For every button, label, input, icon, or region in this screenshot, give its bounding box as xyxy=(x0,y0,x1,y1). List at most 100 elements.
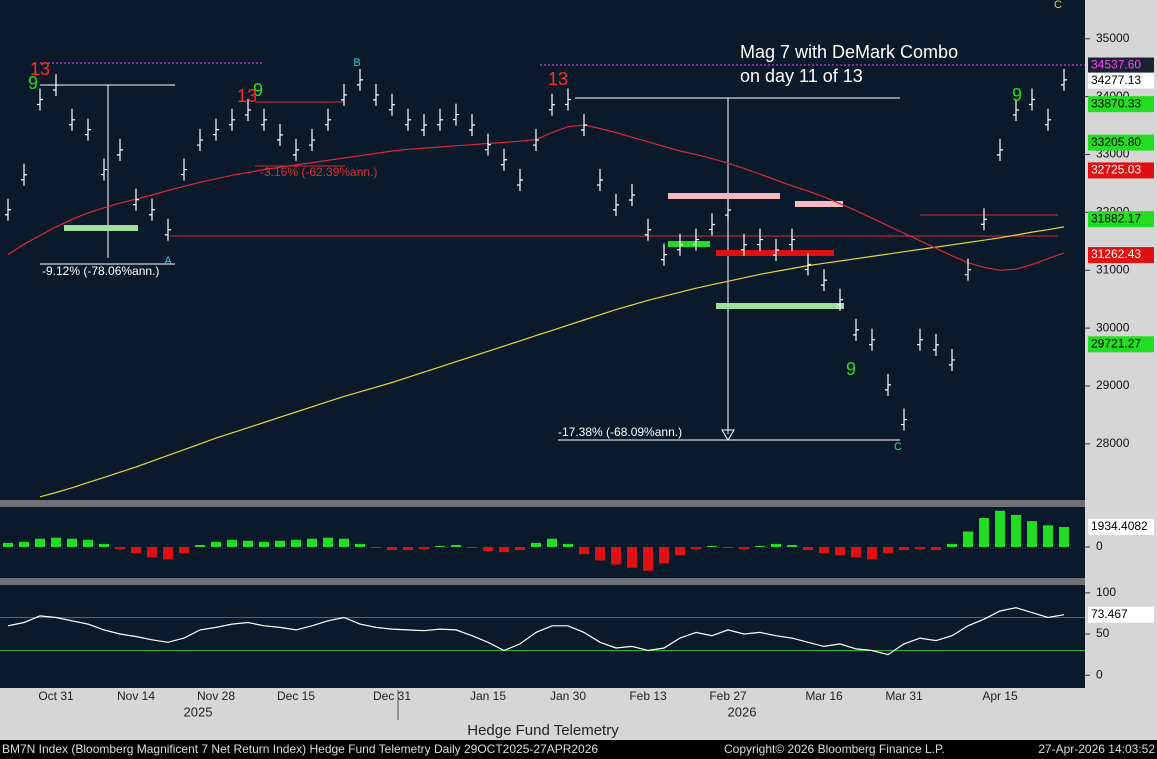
histogram-bar xyxy=(899,546,909,551)
value-tag xyxy=(1088,606,1154,623)
histogram-bar xyxy=(291,539,301,547)
histogram-bar xyxy=(915,546,925,550)
price-bar xyxy=(533,129,539,152)
footer-timestamp: 27-Apr-2026 14:03:52 xyxy=(1038,742,1155,756)
histogram-bar xyxy=(259,541,269,547)
tdst-bar xyxy=(668,241,710,247)
price-bar xyxy=(181,158,187,181)
price-bar xyxy=(133,188,139,211)
x-tick-label: Dec 31 xyxy=(373,689,411,703)
histogram-bar xyxy=(147,546,157,558)
price-bar xyxy=(693,228,699,251)
histogram-bar xyxy=(819,546,829,554)
setup-count: B xyxy=(353,57,360,69)
price-tag-label: 32725.03 xyxy=(1091,163,1141,177)
histogram-bar xyxy=(835,546,845,556)
x-tick-label: Mar 16 xyxy=(805,689,843,703)
histogram-bar xyxy=(755,545,765,547)
histogram-bar xyxy=(419,546,429,550)
price-bar xyxy=(933,333,939,356)
price-bar xyxy=(149,198,155,221)
setup-count: 9 xyxy=(28,73,38,93)
x-tick-label: Mar 31 xyxy=(885,689,923,703)
rsi-line xyxy=(7,607,1065,656)
price-bar xyxy=(613,193,619,216)
setup-count: C xyxy=(1054,0,1062,11)
price-bar xyxy=(1045,108,1051,131)
price-tag-label: 34537.60 xyxy=(1091,58,1141,72)
histogram-bar xyxy=(323,537,333,547)
price-bar xyxy=(197,129,203,152)
histogram-bar xyxy=(35,538,45,547)
price-tag xyxy=(1088,134,1154,151)
histogram-bar xyxy=(787,544,797,547)
price-tag xyxy=(1088,57,1154,74)
histogram-bar xyxy=(195,544,205,547)
price-tag xyxy=(1088,162,1154,179)
price-bar xyxy=(789,228,795,251)
histogram-bar xyxy=(371,546,381,549)
y-tick-label: 35000 xyxy=(1096,31,1130,45)
histogram-bar xyxy=(3,542,13,547)
y-tick-label: 28000 xyxy=(1096,436,1130,450)
year-label: 2026 xyxy=(728,704,757,719)
price-bar xyxy=(805,253,811,276)
price-bar xyxy=(901,408,907,431)
price-bar xyxy=(373,83,379,106)
price-bar xyxy=(245,98,251,121)
price-bar xyxy=(965,258,971,281)
annotation: -3.16% (-62.39%ann.) xyxy=(260,165,377,179)
price-tag xyxy=(1088,336,1154,353)
x-tick-label: Dec 15 xyxy=(277,689,315,703)
histogram-bar xyxy=(563,543,573,547)
macd-panel xyxy=(0,507,1085,578)
price-bar xyxy=(485,133,491,156)
histogram-bar xyxy=(211,541,221,547)
price-tag-label: 33205.80 xyxy=(1091,135,1141,149)
price-bar xyxy=(949,348,955,371)
histogram-bar xyxy=(867,546,877,560)
footer-bar xyxy=(0,740,1157,759)
price-bar xyxy=(1029,88,1035,111)
setup-count: 9 xyxy=(253,80,263,100)
histogram-bar xyxy=(771,543,781,547)
price-bar xyxy=(325,108,331,131)
histogram-bar xyxy=(339,538,349,547)
price-bar xyxy=(501,148,507,171)
y-tick-label: 29000 xyxy=(1096,378,1130,392)
x-axis-title: Hedge Fund Telemetry xyxy=(467,722,619,739)
x-tick-label: Apr 15 xyxy=(982,689,1018,703)
y-tick-label: 100 xyxy=(1096,585,1116,599)
histogram-bar xyxy=(851,546,861,558)
setup-count: C xyxy=(894,441,902,453)
histogram-bar xyxy=(227,539,237,547)
price-bar xyxy=(517,168,523,191)
histogram-bar xyxy=(19,541,29,547)
panel-divider xyxy=(0,578,1085,585)
x-tick-label: Nov 14 xyxy=(117,689,155,703)
price-bar xyxy=(853,318,859,341)
histogram-bar xyxy=(995,510,1005,547)
histogram-bar xyxy=(1027,521,1037,547)
setup-count: 9 xyxy=(1012,85,1022,105)
x-tick-label: Oct 31 xyxy=(38,689,74,703)
histogram-bar xyxy=(499,546,509,553)
price-bar xyxy=(437,108,443,131)
histogram-bar xyxy=(483,546,493,552)
price-bar xyxy=(277,123,283,146)
price-bar xyxy=(773,239,779,261)
histogram-bar xyxy=(83,539,93,547)
histogram-bar xyxy=(547,538,557,547)
annotation: -9.12% (-78.06%ann.) xyxy=(42,264,159,278)
x-tick-label: Nov 28 xyxy=(197,689,235,703)
price-bar xyxy=(597,168,603,191)
y-tick-label: 0 xyxy=(1096,539,1103,553)
x-tick-label: Feb 27 xyxy=(709,689,747,703)
setup-count: 13 xyxy=(237,86,257,106)
histogram-bar xyxy=(691,546,701,550)
measure-arrow xyxy=(721,429,735,441)
price-tag-label: 31882.17 xyxy=(1091,211,1141,225)
histogram-bar xyxy=(963,531,973,547)
chart-title: Mag 7 with DeMark Combo xyxy=(740,42,958,62)
price-bar xyxy=(917,328,923,351)
